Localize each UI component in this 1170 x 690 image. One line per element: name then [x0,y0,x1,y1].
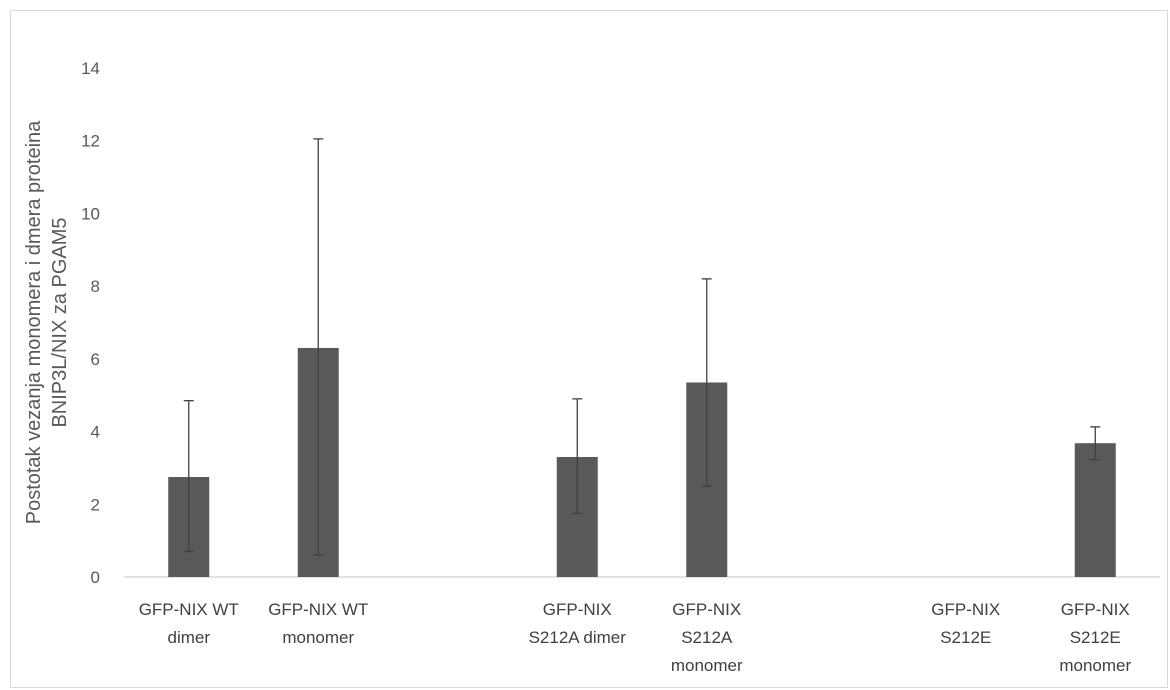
category-labels: GFP-NIX WT dimer GFP-NIX WT monomer GFP-NIX S… [139,600,1132,675]
y-tick-label: 0 [91,568,100,587]
y-tick-label: 14 [81,59,100,78]
category-label: S212A dimer [529,628,627,647]
y-tick-label: 6 [91,350,100,369]
category-label: S212E [1070,628,1121,647]
y-axis-title-line: BNIP3L/NIX za PGAM5 [49,217,71,427]
category-label: GFP-NIX WT [268,600,368,619]
error-bars [183,138,1101,556]
category-label: GFP-NIX [543,600,612,619]
bar [1074,443,1116,577]
category-label: monomer [671,656,743,675]
y-tick-label: 4 [91,423,100,442]
bars [168,347,1116,577]
category-label: GFP-NIX [1061,600,1130,619]
y-tick-label: 12 [81,132,100,151]
y-tick-label: 10 [81,204,100,223]
category-label: monomer [1059,656,1131,675]
y-axis-title-line: Postotak vezanja monomera i dmera protei… [23,120,45,524]
y-axis-ticks: 0 2 4 6 8 10 12 14 [81,59,100,587]
y-axis-title: Postotak vezanja monomera i dmera protei… [23,120,71,524]
category-label: monomer [282,628,354,647]
category-label: S212E [940,628,991,647]
category-label: GFP-NIX [931,600,1000,619]
category-label: dimer [167,628,210,647]
category-label: S212A [681,628,733,647]
y-tick-label: 2 [91,495,100,514]
category-label: GFP-NIX WT [139,600,239,619]
y-tick-label: 8 [91,277,100,296]
category-label: GFP-NIX [672,600,741,619]
